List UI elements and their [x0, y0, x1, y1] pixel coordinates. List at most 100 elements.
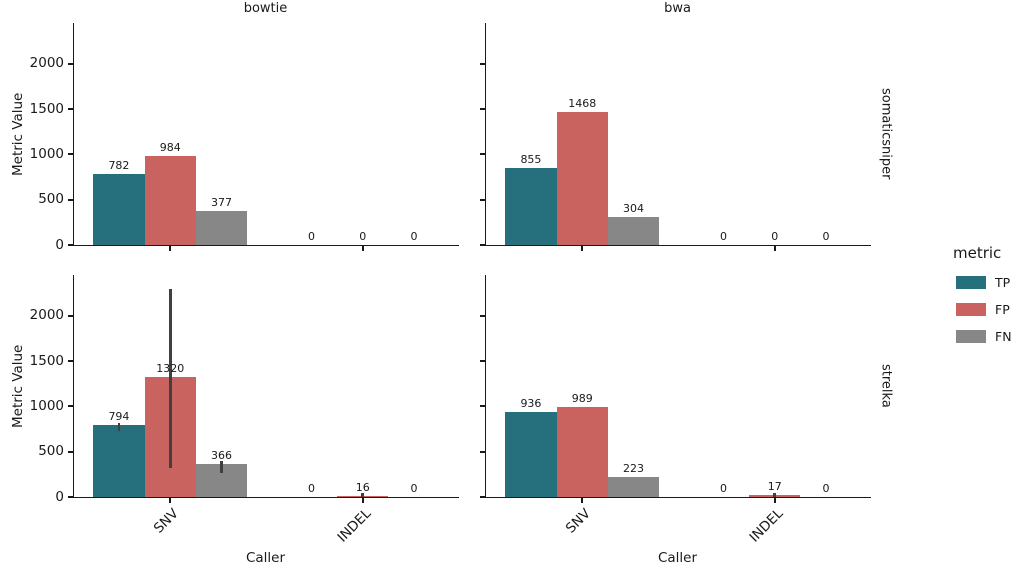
- bar-fn-snv: [607, 217, 660, 245]
- bar-fp-snv: [556, 111, 608, 245]
- value-label: 984: [159, 140, 181, 154]
- y-tick: [68, 244, 74, 246]
- y-tick: [480, 496, 486, 498]
- value-label: 855: [520, 152, 542, 166]
- y-tick: [68, 360, 74, 362]
- bar-fp-snv: [556, 407, 608, 497]
- panel-somaticsniper-bowtie: 0 500 1000 1500 2000 782 984 377 0 0 0: [30, 23, 459, 251]
- x-tick: [361, 497, 364, 503]
- y-tick: [480, 153, 486, 156]
- y-tick-label: 2000: [29, 307, 64, 324]
- value-label: 304: [623, 202, 645, 216]
- bar-fn-snv: [607, 476, 660, 497]
- value-label: 223: [623, 461, 645, 475]
- bar-tp-snv: [505, 412, 557, 497]
- y-tick: [480, 62, 486, 65]
- x-tick: [169, 245, 172, 251]
- y-tick: [68, 62, 74, 65]
- facet-column-title-left: bowtie: [243, 1, 288, 16]
- x-tick: [581, 497, 584, 503]
- bar-tp-snv: [93, 174, 145, 245]
- y-tick: [480, 314, 486, 317]
- value-label: 0: [307, 482, 315, 495]
- value-label: 0: [410, 482, 418, 495]
- x-tick: [581, 245, 584, 251]
- legend-item-tp: TP: [946, 269, 1012, 296]
- y-tick: [68, 314, 74, 317]
- value-label: 936: [520, 397, 542, 411]
- value-label: 17: [767, 480, 782, 494]
- y-tick: [68, 198, 74, 201]
- legend-title: metric: [953, 244, 1002, 262]
- value-label: 989: [571, 392, 593, 406]
- value-label: 366: [211, 448, 233, 462]
- y-tick: [480, 198, 486, 201]
- legend: metric TP FP FN: [946, 244, 1012, 350]
- y-tick: [68, 108, 74, 110]
- value-label: 0: [719, 482, 727, 495]
- legend-item-fn: FN: [946, 323, 1012, 350]
- y-tick: [68, 496, 74, 498]
- x-tick-label: SNV: [151, 505, 183, 537]
- x-tick-label: INDEL: [746, 505, 787, 546]
- bar-tp-snv: [505, 167, 557, 245]
- error-bar: [773, 493, 777, 497]
- y-tick-label: 500: [38, 443, 64, 460]
- y-tick: [480, 405, 486, 408]
- y-tick-label: 1500: [29, 352, 64, 369]
- x-axis-label-right: Caller: [657, 550, 698, 566]
- legend-swatch-fp: [956, 303, 986, 316]
- facet-column-title-right: bwa: [664, 1, 691, 16]
- value-label: 0: [822, 482, 830, 495]
- y-tick-label: 1500: [29, 100, 64, 117]
- panel-strelka-bowtie: 0 500 1000 1500 2000 SNV 794 1320 366 INDEL 0 16 0: [30, 275, 459, 546]
- facet-row-label-top: somaticsniper: [878, 88, 894, 180]
- y-tick: [68, 405, 74, 408]
- value-label: 0: [771, 230, 779, 243]
- value-label: 0: [822, 230, 830, 243]
- error-bar: [361, 492, 365, 497]
- value-label: 782: [108, 159, 130, 173]
- y-tick-label: 0: [55, 236, 64, 253]
- y-tick: [68, 153, 74, 156]
- y-tick: [68, 450, 74, 453]
- value-label: 1468: [568, 96, 597, 110]
- value-label: 1320: [156, 362, 185, 376]
- value-label: 0: [359, 230, 367, 243]
- error-bar: [168, 289, 172, 468]
- value-label: 0: [410, 230, 418, 243]
- x-tick: [773, 497, 776, 503]
- value-label: 377: [211, 195, 233, 209]
- legend-label: FP: [995, 302, 1010, 317]
- y-tick: [480, 244, 486, 246]
- value-label: 0: [307, 230, 315, 243]
- value-label: 16: [355, 480, 370, 494]
- y-tick-label: 1000: [29, 145, 64, 162]
- y-tick-label: 2000: [29, 55, 64, 72]
- error-bar: [117, 423, 121, 431]
- legend-swatch-fn: [956, 330, 986, 343]
- legend-swatch-tp: [956, 276, 986, 289]
- x-tick: [361, 245, 364, 251]
- legend-item-fp: FP: [946, 296, 1012, 323]
- legend-label: TP: [995, 275, 1011, 290]
- y-tick-label: 500: [38, 191, 64, 208]
- value-label: 0: [719, 230, 727, 243]
- bar-fp-snv: [144, 155, 196, 245]
- x-tick: [773, 245, 776, 251]
- x-axis-label-left: Caller: [245, 550, 286, 566]
- x-tick-label: INDEL: [334, 505, 375, 546]
- x-tick: [169, 497, 172, 503]
- y-tick-label: 0: [55, 488, 64, 505]
- legend-label: FN: [995, 329, 1012, 344]
- error-bar: [220, 460, 223, 474]
- legend-items: TP FP FN: [946, 269, 1012, 350]
- y-tick-label: 1000: [29, 397, 64, 414]
- y-tick: [480, 108, 486, 110]
- panel-somaticsniper-bwa: 855 1468 304 0 0 0: [480, 23, 871, 251]
- value-label: 794: [108, 410, 130, 424]
- bar-tp-snv: [93, 425, 145, 497]
- x-tick-label: SNV: [563, 505, 595, 537]
- panel-strelka-bwa: SNV 936 989 223 INDEL 0 17 0: [480, 275, 871, 546]
